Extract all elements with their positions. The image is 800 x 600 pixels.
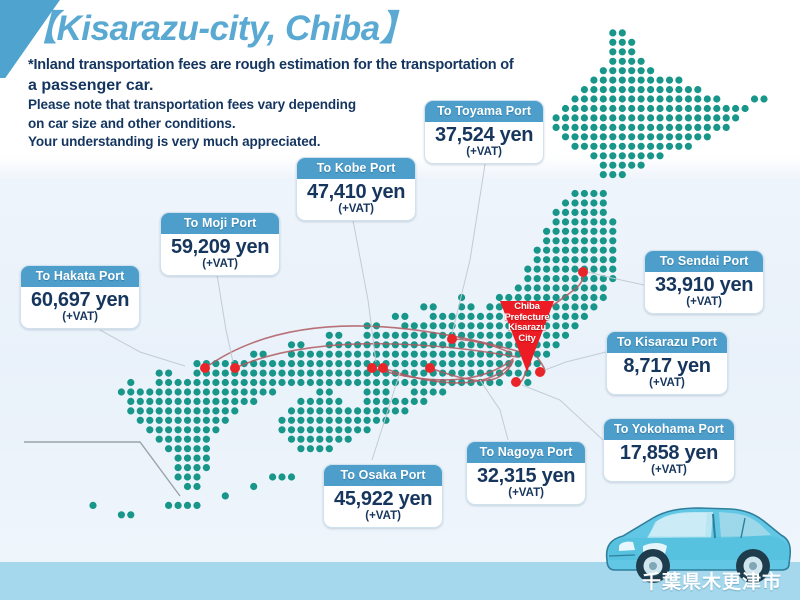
price-body: 8,717 yen (+VAT) <box>607 353 727 394</box>
note-line-1: *Inland transportation fees are rough es… <box>28 57 514 73</box>
price-body: 17,858 yen (+VAT) <box>604 440 734 481</box>
port-name: To Osaka Port <box>324 465 443 486</box>
port-name: To Hakata Port <box>21 266 140 287</box>
route-line <box>204 325 518 369</box>
price-body: 47,410 yen (+VAT) <box>297 179 415 220</box>
port-dot <box>200 363 210 373</box>
route-line <box>371 358 514 381</box>
port-name: To Sendai Port <box>645 251 764 272</box>
fee-amount: 33,910 yen <box>655 274 754 296</box>
leader-line <box>479 379 509 441</box>
price-body: 32,315 yen (+VAT) <box>467 463 585 504</box>
note-line-2: a passenger car. <box>28 77 154 94</box>
car-illustration <box>605 507 792 583</box>
vat-note: (+VAT) <box>365 510 401 522</box>
note-line-4: on car size and other conditions. <box>28 115 236 131</box>
fee-amount: 45,922 yen <box>334 488 433 510</box>
corner-accent-stripe <box>0 0 64 78</box>
fee-amount: 8,717 yen <box>623 355 711 377</box>
fee-amount: 47,410 yen <box>307 181 406 203</box>
notes-block: *Inland transportation fees are rough es… <box>28 56 568 152</box>
price-card-to-yokohama-port[interactable]: To Yokohama Port 17,858 yen (+VAT) <box>603 418 735 482</box>
price-card-to-osaka-port[interactable]: To Osaka Port 45,922 yen (+VAT) <box>323 464 444 528</box>
port-dots <box>200 267 588 387</box>
vat-note: (+VAT) <box>338 203 374 215</box>
port-name: To Toyama Port <box>425 101 544 122</box>
fee-amount: 59,209 yen <box>171 236 270 258</box>
leader-line <box>351 214 377 363</box>
route-line <box>451 338 512 354</box>
fee-amount: 32,315 yen <box>477 465 576 487</box>
origin-line-4: City <box>518 332 536 344</box>
price-card-to-sendai-port[interactable]: To Sendai Port 33,910 yen (+VAT) <box>644 250 765 314</box>
port-name: To Kisarazu Port <box>607 332 727 353</box>
port-name: To Yokohama Port <box>604 419 734 440</box>
price-card-to-kobe-port[interactable]: To Kobe Port 47,410 yen (+VAT) <box>296 157 417 221</box>
vat-note: (+VAT) <box>202 258 238 270</box>
price-body: 37,524 yen (+VAT) <box>425 122 543 163</box>
origin-line-3: Kisarazu <box>507 322 546 333</box>
city-logo-text: 千葉県木更津市 <box>641 571 782 593</box>
port-dot <box>230 363 240 373</box>
port-dot <box>378 363 388 373</box>
vat-note: (+VAT) <box>62 311 98 323</box>
vat-note: (+VAT) <box>508 487 544 499</box>
price-body: 59,209 yen (+VAT) <box>161 234 279 275</box>
price-body: 60,697 yen (+VAT) <box>21 287 139 328</box>
port-dot <box>535 367 545 377</box>
leader-line <box>99 329 186 367</box>
price-card-to-moji-port[interactable]: To Moji Port 59,209 yen (+VAT) <box>160 212 281 276</box>
origin-line-2: Prefecture <box>504 311 550 323</box>
fee-amount: 60,697 yen <box>31 289 130 311</box>
vat-note: (+VAT) <box>651 464 687 476</box>
fee-amount: 37,524 yen <box>435 124 534 146</box>
port-dot <box>425 363 435 373</box>
vat-note: (+VAT) <box>466 146 502 158</box>
note-line-5: Your understanding is very much apprecia… <box>28 134 321 149</box>
leader-line <box>521 384 604 441</box>
port-dot <box>447 334 457 344</box>
note-line-3: Please note that transportation fees var… <box>28 97 356 112</box>
leader-line <box>214 261 234 363</box>
leader-line <box>451 157 487 335</box>
leader-lines <box>99 157 645 461</box>
price-body: 33,910 yen (+VAT) <box>645 272 763 313</box>
port-name: To Nagoya Port <box>467 442 586 463</box>
price-card-to-kisarazu-port[interactable]: To Kisarazu Port 8,717 yen (+VAT) <box>606 331 728 395</box>
route-line <box>234 342 518 369</box>
port-name: To Moji Port <box>161 213 280 234</box>
price-card-to-toyama-port[interactable]: To Toyama Port 37,524 yen (+VAT) <box>424 100 545 164</box>
origin-marker-label: Chiba Prefecture Kisarazu City <box>488 302 566 344</box>
port-dot <box>511 377 521 387</box>
price-card-to-nagoya-port[interactable]: To Nagoya Port 32,315 yen (+VAT) <box>466 441 587 505</box>
price-card-to-hakata-port[interactable]: To Hakata Port 60,697 yen (+VAT) <box>20 265 141 329</box>
page-title: 【Kisarazu-city, Chiba】 <box>22 9 415 48</box>
price-body: 45,922 yen (+VAT) <box>324 486 442 527</box>
origin-line-1: Chiba <box>514 302 540 312</box>
fee-amount: 17,858 yen <box>619 442 719 464</box>
route-line <box>382 360 514 384</box>
leader-line <box>371 371 401 461</box>
okinawa-inset-frame <box>24 441 181 497</box>
port-dot <box>367 363 377 373</box>
route-line <box>429 360 514 382</box>
vat-note: (+VAT) <box>686 296 722 308</box>
port-name: To Kobe Port <box>297 158 416 179</box>
port-dot <box>578 267 588 277</box>
leader-line <box>544 351 607 371</box>
vat-note: (+VAT) <box>649 377 685 389</box>
kisarazu-marker-triangle <box>500 301 554 372</box>
leader-line <box>587 271 645 286</box>
